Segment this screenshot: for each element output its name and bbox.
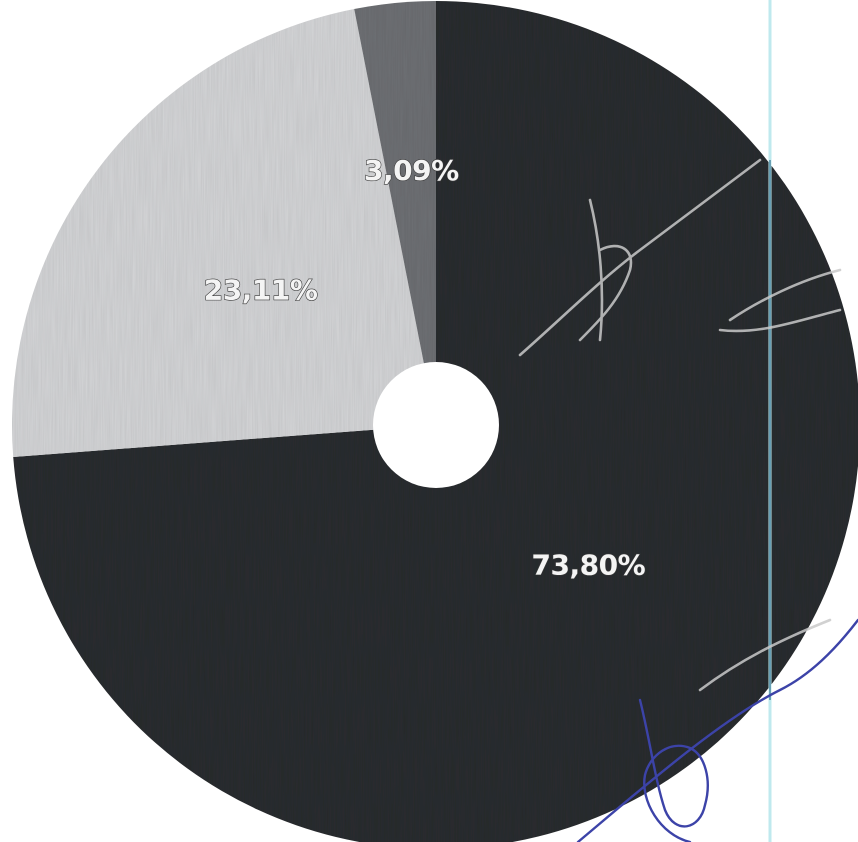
donut-hole [373, 362, 499, 488]
ink-signature [576, 618, 858, 842]
slice-labels: 73,80% 23,11% 3,09% [203, 153, 647, 582]
slice-label-2: 23,11% [204, 273, 318, 306]
slice-label-1: 73,80% [532, 548, 646, 581]
pie-slice-2 [12, 8, 437, 457]
pie-slice-3 [354, 1, 436, 425]
pie-slice-1 [13, 1, 858, 842]
pencil-scribble [518, 158, 842, 357]
pie-slices [12, 1, 858, 842]
slice-label-3: 3,09% [364, 154, 459, 187]
pencil-scribble-lower [698, 618, 832, 692]
